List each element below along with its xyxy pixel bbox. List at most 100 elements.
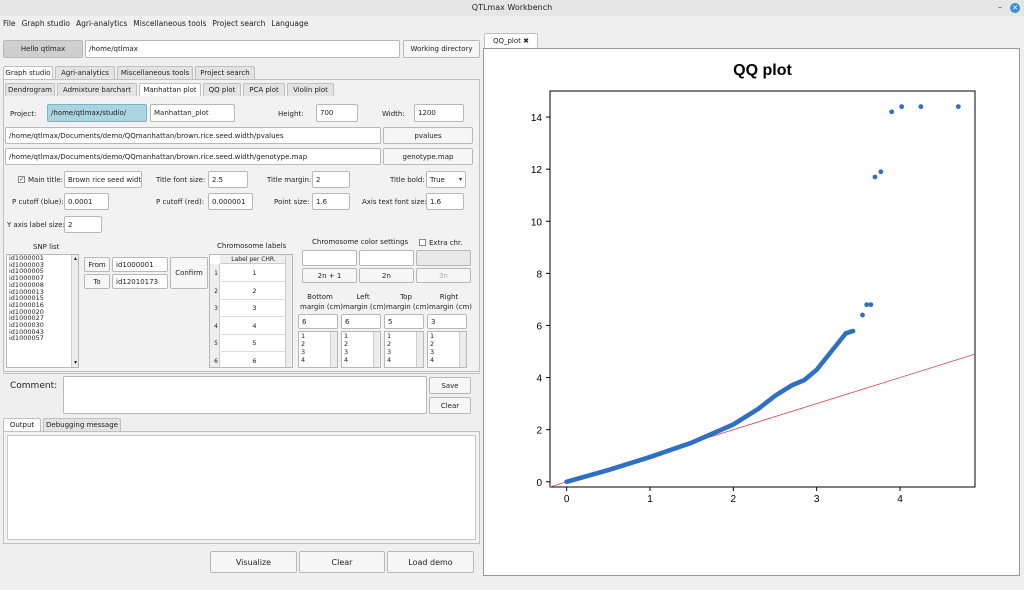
color-field-2[interactable] [359, 250, 414, 266]
list-item[interactable]: id1000015 [9, 294, 44, 303]
list-item[interactable]: 1 [387, 332, 392, 340]
title-bold-select[interactable]: True ▾ [426, 171, 466, 188]
list-item[interactable]: id1000005 [9, 267, 44, 276]
bottom-margin-field[interactable]: 6 [298, 314, 338, 329]
main-title-field[interactable]: Brown rice seed width [64, 171, 142, 188]
hello-button[interactable]: Hello qtlmax [3, 40, 83, 58]
yaxis-field[interactable]: 2 [64, 216, 102, 233]
list-item[interactable]: 3 [387, 348, 392, 356]
title-font-field[interactable]: 2.5 [208, 171, 248, 188]
close-tab-icon[interactable]: ✖ [523, 37, 530, 45]
from-field[interactable]: id1000001 [112, 257, 168, 272]
list-item[interactable]: 4 [387, 356, 392, 364]
minimize-button[interactable]: – [998, 3, 1002, 12]
list-item[interactable]: 3 [344, 348, 349, 356]
tab-agri-analytics[interactable]: Agri-analytics [55, 66, 115, 79]
to-button[interactable]: To [84, 274, 110, 289]
point-size-field[interactable]: 1.6 [312, 193, 350, 210]
tab-output[interactable]: Output [3, 418, 41, 431]
chrom-row-label[interactable]: 6 [221, 353, 286, 368]
menu-graph-studio[interactable]: Graph studio [21, 19, 70, 28]
extra-chr-checkbox[interactable] [419, 239, 426, 246]
right-margin-field[interactable]: 3 [427, 314, 467, 329]
tab-debugging[interactable]: Debugging message [43, 418, 121, 431]
confirm-button[interactable]: Confirm [170, 257, 208, 289]
menu-language[interactable]: Language [271, 19, 309, 28]
list-item[interactable]: 1 [430, 332, 435, 340]
pvalues-button[interactable]: pvalues [383, 127, 473, 144]
subtab-pca[interactable]: PCA plot [243, 83, 285, 96]
menu-agri-analytics[interactable]: Agri-analytics [76, 19, 128, 28]
list-item[interactable]: id1000013 [9, 287, 44, 296]
main-title-checkbox[interactable]: ✓ [18, 176, 25, 183]
list-item[interactable]: id1000008 [9, 280, 44, 289]
genotype-button[interactable]: genotype.map [383, 148, 473, 165]
subtab-dendrogram[interactable]: Dendrogram [5, 83, 55, 96]
list-item[interactable]: id1000020 [9, 307, 44, 316]
tab-misc-tools[interactable]: Miscellaneous tools [117, 66, 193, 79]
chrom-row-label[interactable]: 3 [221, 300, 286, 317]
title-margin-field[interactable]: 2 [312, 171, 350, 188]
load-demo-button[interactable]: Load demo [387, 551, 474, 573]
subtab-manhattan[interactable]: Manhattan plot [139, 83, 201, 96]
pcut-blue-field[interactable]: 0.0001 [64, 193, 109, 210]
margin-list-scrollbar[interactable] [330, 332, 337, 367]
close-icon[interactable]: ✕ [1010, 3, 1020, 13]
color-field-1[interactable] [302, 250, 357, 266]
top-margin-field[interactable]: 5 [384, 314, 424, 329]
margin-list-scrollbar[interactable] [416, 332, 423, 367]
chrom-row-label[interactable]: 2 [221, 283, 286, 300]
list-item[interactable]: id1000001 [9, 254, 44, 262]
color-2n1-button[interactable]: 2n + 1 [302, 268, 357, 283]
chrom-row-label[interactable]: 5 [221, 335, 286, 352]
list-item[interactable]: 2 [344, 340, 349, 348]
list-item[interactable]: 4 [344, 356, 349, 364]
subtab-qq[interactable]: QQ plot [203, 83, 241, 96]
subtab-admixture[interactable]: Admixture barchart [57, 83, 137, 96]
genotype-path-field[interactable]: /home/qtlmax/Documents/demo/QQmanhattan/… [5, 148, 381, 165]
list-item[interactable]: 2 [301, 340, 306, 348]
tab-project-search[interactable]: Project search [195, 66, 255, 79]
pvalues-path-field[interactable]: /home/qtlmax/Documents/demo/QQmanhattan/… [5, 127, 381, 144]
comment-input[interactable] [63, 376, 427, 414]
to-field[interactable]: id12010173 [112, 274, 168, 289]
height-field[interactable]: 700 [316, 104, 358, 122]
list-item[interactable]: 1 [344, 332, 349, 340]
color-2n-button[interactable]: 2n [359, 268, 414, 283]
output-text[interactable] [7, 435, 476, 540]
list-item[interactable]: id1000003 [9, 260, 44, 269]
list-item[interactable]: 2 [430, 340, 435, 348]
list-item[interactable]: id1000030 [9, 321, 44, 330]
axis-font-field[interactable]: 1.6 [426, 193, 464, 210]
menu-file[interactable]: File [3, 19, 16, 28]
list-item[interactable]: id1000027 [9, 314, 44, 323]
list-item[interactable]: id1000043 [9, 327, 44, 336]
subtab-violin[interactable]: Violin plot [287, 83, 334, 96]
project-dir-field[interactable]: /home/qtlmax/studio/ [47, 104, 147, 122]
margin-list-scrollbar[interactable] [373, 332, 380, 367]
project-name-field[interactable]: Manhattan_plot [150, 104, 235, 122]
scroll-down-icon[interactable]: ▾ [73, 359, 77, 366]
home-path-field[interactable]: /home/qtlmax [85, 40, 400, 58]
tab-graph-studio[interactable]: Graph studio [3, 66, 53, 79]
scroll-up-icon[interactable]: ▴ [73, 255, 77, 262]
list-item[interactable]: 1 [301, 332, 306, 340]
margin-list-scrollbar[interactable] [459, 332, 466, 367]
save-button[interactable]: Save [429, 377, 471, 394]
list-item[interactable]: id1000057 [9, 334, 44, 343]
chrom-row-label[interactable]: 4 [221, 318, 286, 335]
chrom-row-label[interactable]: 1 [221, 265, 286, 282]
color-field-3[interactable] [416, 250, 471, 266]
width-field[interactable]: 1200 [414, 104, 464, 122]
visualize-button[interactable]: Visualize [210, 551, 297, 573]
color-3n-button[interactable]: 3n [416, 268, 471, 283]
clear-button[interactable]: Clear [299, 551, 385, 573]
snp-list[interactable]: id1000001 id1000003 id1000005 id1000007 id10… [6, 254, 79, 368]
list-item[interactable]: 2 [387, 340, 392, 348]
clear-comment-button[interactable]: Clear [429, 397, 471, 414]
menu-misc-tools[interactable]: Miscellaneous tools [133, 19, 207, 28]
list-item[interactable]: id1000016 [9, 300, 44, 309]
